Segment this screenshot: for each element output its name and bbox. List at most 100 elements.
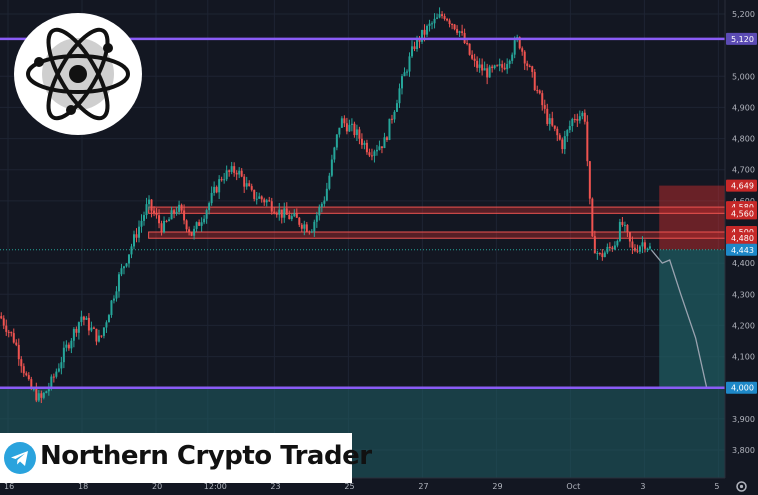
candle-body: [170, 210, 173, 220]
candle-body: [551, 118, 554, 126]
candle-body: [608, 246, 611, 248]
candle-body: [553, 125, 556, 129]
candle-body: [260, 196, 263, 200]
candle-body: [538, 90, 541, 94]
candle-body: [483, 68, 486, 71]
candle-body: [603, 252, 606, 258]
candles: [0, 7, 708, 404]
candle-body: [82, 316, 85, 320]
x-tick-label: 16: [4, 482, 14, 491]
candle-body: [283, 208, 286, 218]
candle-body: [190, 231, 193, 236]
candle-body: [623, 224, 626, 226]
candle-body: [426, 25, 429, 35]
candle-body: [315, 215, 318, 222]
candle-body: [558, 135, 561, 140]
y-tick-label: 3,900: [732, 415, 755, 424]
candle-body: [581, 112, 584, 117]
zone-bottom-tag: 4,480: [731, 234, 754, 243]
candle-body: [363, 142, 366, 145]
x-tick-label: 5: [714, 482, 719, 491]
candle-body: [117, 274, 120, 292]
level-price-tag-bg: [726, 32, 757, 45]
y-tick-label: 4,100: [732, 353, 755, 362]
candle-body: [180, 204, 183, 211]
candle-body: [158, 215, 161, 224]
candle-body: [621, 221, 624, 225]
gear-icon[interactable]: [735, 480, 748, 493]
candle-body: [57, 368, 60, 372]
candle-body: [22, 366, 25, 374]
candle-body: [80, 316, 83, 323]
candle-body: [511, 54, 514, 61]
candle-body: [513, 40, 516, 55]
x-tick-label: 12:00: [204, 482, 227, 491]
candle-body: [318, 206, 321, 216]
candle-body: [47, 387, 50, 392]
candle-body: [398, 88, 401, 104]
candle-body: [433, 18, 436, 24]
candle-body: [148, 199, 151, 205]
candle-body: [293, 213, 296, 217]
candle-body: [400, 76, 403, 89]
candle-body: [393, 111, 396, 120]
candle-body: [200, 222, 203, 226]
candle-body: [448, 20, 451, 25]
candle-body: [243, 176, 246, 187]
candle-body: [77, 322, 80, 333]
x-tick-label: 23: [270, 482, 280, 491]
candle-body: [528, 65, 531, 67]
candle-body: [288, 214, 291, 220]
candle-body: [12, 333, 15, 343]
candle-body: [223, 179, 226, 181]
candle-body: [355, 129, 358, 136]
candle-body: [416, 38, 419, 50]
candle-body: [360, 138, 363, 145]
candle-body: [395, 103, 398, 112]
candle-body: [373, 151, 376, 156]
candle-body: [578, 116, 581, 121]
candle-body: [543, 105, 546, 109]
candle-body: [285, 208, 288, 215]
candle-body: [531, 66, 534, 72]
candle-body: [298, 217, 301, 225]
stop-zone: [659, 185, 726, 250]
candle-body: [468, 43, 471, 55]
candle-body: [643, 242, 646, 249]
candle-body: [340, 118, 343, 128]
candle-body: [115, 291, 118, 299]
x-tick-label: 29: [492, 482, 502, 491]
candle-body: [258, 196, 261, 199]
candle-body: [195, 222, 198, 229]
candle-body: [203, 218, 206, 223]
resistance-zone: [148, 231, 726, 239]
candle-body: [613, 245, 616, 250]
candle-body: [132, 234, 135, 247]
candle-body: [533, 71, 536, 91]
zone-bottom-tag-bg: [726, 207, 757, 220]
candle-body: [32, 389, 35, 391]
candle-body: [451, 24, 454, 26]
candle-body: [45, 391, 48, 393]
candle-body: [518, 37, 521, 49]
candle-body: [168, 219, 171, 222]
candle-body: [138, 226, 141, 238]
candle-body: [641, 242, 644, 247]
candle-body: [245, 183, 248, 187]
x-tick-label: 3: [640, 482, 645, 491]
candle-body: [150, 199, 153, 211]
candle-body: [471, 54, 474, 59]
candle-body: [523, 51, 526, 64]
candle-body: [100, 335, 103, 337]
candle-body: [72, 328, 75, 341]
x-tick-label: 25: [344, 482, 354, 491]
candle-body: [253, 189, 256, 199]
candle-body: [548, 118, 551, 124]
candle-body: [330, 159, 333, 176]
candle-body: [303, 224, 306, 229]
candle-body: [458, 31, 461, 33]
candle-body: [183, 210, 186, 221]
candle-body: [486, 68, 489, 78]
level-price-tag: 4,000: [731, 384, 754, 393]
